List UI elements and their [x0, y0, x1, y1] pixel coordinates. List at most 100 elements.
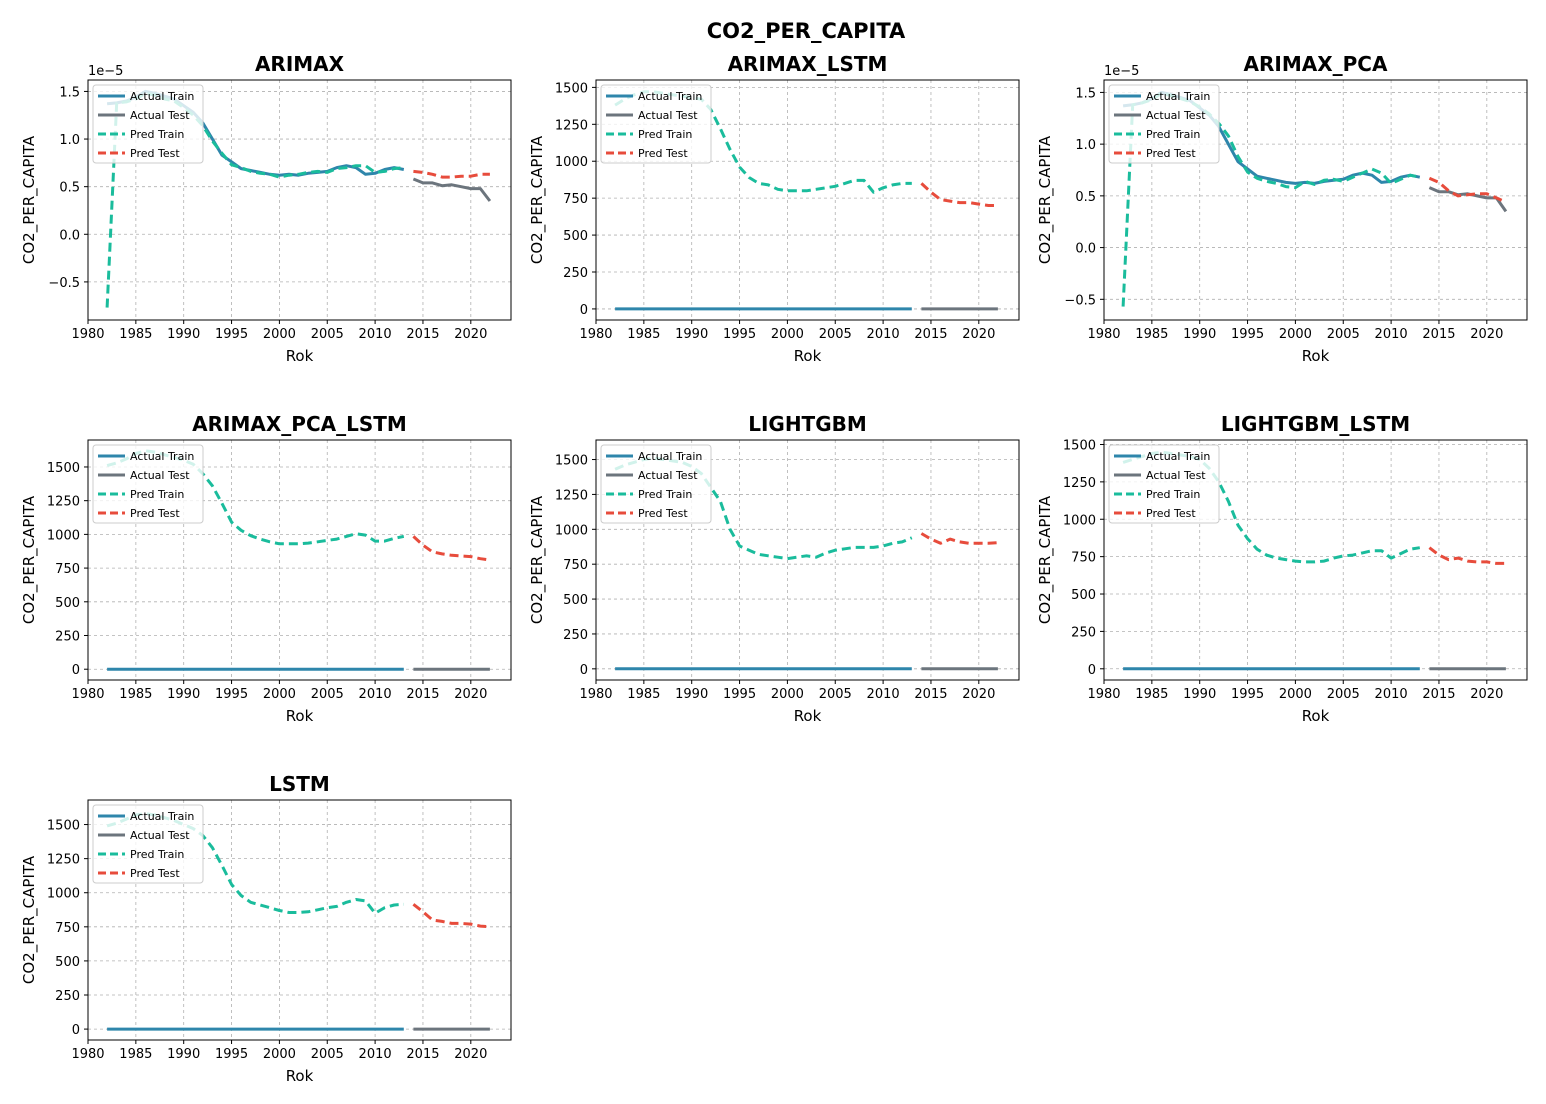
y-tick-label: 0.5: [59, 181, 80, 196]
y-tick-label: 1000: [47, 528, 80, 543]
legend-label: Pred Test: [130, 507, 180, 520]
y-axis-label: CO2_PER_CAPITA: [20, 495, 39, 624]
x-tick-label: 1980: [579, 327, 612, 342]
y-tick-label: −0.5: [1064, 293, 1096, 308]
legend-label: Actual Test: [130, 469, 190, 482]
x-tick-label: 1995: [1231, 687, 1264, 702]
y-tick-label: 0: [1088, 663, 1096, 678]
series-pred-train: [614, 90, 912, 194]
x-tick-label: 1980: [71, 327, 104, 342]
x-tick-label: 2015: [1422, 327, 1455, 342]
subplot-title: ARIMAX_LSTM: [728, 52, 888, 76]
x-tick-label: 2000: [263, 1047, 296, 1062]
series-actual-test: [412, 177, 492, 202]
series-pred-train: [1122, 450, 1421, 564]
x-tick-label: 1990: [675, 327, 708, 342]
x-tick-label: 1990: [167, 687, 200, 702]
y-tick-label: 1250: [1063, 476, 1096, 491]
y-tick-label: 1500: [47, 819, 80, 834]
x-tick-label: 1980: [71, 687, 104, 702]
legend: Actual Train Actual Test Pred Train Pred Te…: [92, 84, 204, 164]
y-offset-label: 1e−5: [1104, 64, 1139, 79]
x-tick-label: 2015: [914, 687, 947, 702]
series-pred-train: [105, 91, 404, 308]
y-tick-label: 250: [563, 266, 588, 281]
y-axis-label: CO2_PER_CAPITA: [1036, 495, 1055, 624]
x-tick-label: 1985: [1135, 327, 1168, 342]
y-tick-label: 500: [55, 955, 80, 970]
subplot-title: ARIMAX: [255, 52, 345, 76]
y-tick-label: 250: [1071, 625, 1096, 640]
x-tick-label: 1985: [119, 327, 152, 342]
y-tick-label: 1250: [555, 488, 588, 503]
subplot-title: ARIMAX_PCA: [1244, 52, 1388, 76]
subplot-lightgbm: 1980 1985 1990 1995 2000 2005 2010 2015 2020 0 250…: [528, 412, 1020, 725]
plot-frame: [87, 79, 512, 321]
x-tick-label: 2020: [1470, 687, 1503, 702]
legend-box: [92, 84, 204, 164]
x-tick-label: 1985: [627, 687, 660, 702]
x-tick-label: 2000: [771, 687, 804, 702]
legend-box: [92, 804, 204, 884]
x-tick-label: 2000: [1279, 687, 1312, 702]
x-tick-label: 2005: [1327, 687, 1360, 702]
y-tick-label: 500: [55, 596, 80, 611]
series-pred-train: [106, 449, 405, 546]
legend-label: Actual Test: [130, 109, 190, 122]
subplot-title: LIGHTGBM: [748, 412, 867, 436]
y-tick-label: −0.5: [48, 276, 80, 291]
legend-label: Pred Test: [130, 147, 180, 160]
legend-label: Actual Train: [130, 90, 194, 103]
legend-label: Actual Train: [1146, 450, 1210, 463]
y-tick-label: 0.0: [1075, 242, 1096, 257]
y-tick-label: 250: [55, 989, 80, 1004]
y-tick-label: 1.0: [1075, 138, 1096, 153]
legend-label: Pred Test: [638, 147, 688, 160]
legend-label: Actual Test: [1146, 469, 1206, 482]
y-tick-label: 1.5: [59, 85, 80, 100]
legend-label: Actual Train: [1146, 90, 1210, 103]
y-tick-label: 1500: [1063, 438, 1096, 453]
y-axis-label: CO2_PER_CAPITA: [20, 855, 39, 984]
x-tick-label: 2020: [454, 687, 487, 702]
x-tick-label: 2010: [359, 687, 392, 702]
y-tick-label: 500: [563, 229, 588, 244]
y-axis-label: CO2_PER_CAPITA: [1036, 135, 1055, 264]
y-tick-label: 1.0: [59, 133, 80, 148]
legend-label: Pred Train: [1146, 128, 1200, 141]
y-tick-label: 1250: [47, 853, 80, 868]
x-tick-label: 2020: [962, 687, 995, 702]
x-tick-label: 2010: [867, 687, 900, 702]
x-tick-label: 2005: [819, 687, 852, 702]
x-tick-label: 2015: [406, 1047, 439, 1062]
x-tick-label: 2000: [263, 687, 296, 702]
x-axis-label: Rok: [1302, 707, 1330, 725]
x-tick-label: 1985: [1135, 687, 1168, 702]
x-tick-label: 2015: [406, 327, 439, 342]
x-tick-label: 2015: [1422, 687, 1455, 702]
subplot-arimax: 1980 1985 1990 1995 2000 2005 2010 2015 2020 −0.5…: [20, 52, 512, 365]
y-tick-label: 1500: [555, 81, 588, 96]
series-pred-test: [1428, 546, 1506, 565]
y-axis-label: CO2_PER_CAPITA: [528, 135, 547, 264]
x-tick-label: 1980: [1087, 687, 1120, 702]
legend-label: Pred Train: [638, 488, 692, 501]
subplot-title: LSTM: [269, 772, 330, 796]
x-tick-label: 2020: [962, 327, 995, 342]
subplot-arimax-lstm: 1980 1985 1990 1995 2000 2005 2010 2015 2020 0 250…: [528, 52, 1020, 365]
series-pred-test: [1428, 176, 1507, 204]
plot-frame: [1103, 439, 1528, 681]
legend-label: Pred Test: [1146, 147, 1196, 160]
y-tick-label: 750: [1071, 551, 1096, 566]
y-tick-label: 1500: [555, 454, 588, 469]
y-tick-label: 750: [563, 192, 588, 207]
series-pred-test: [412, 535, 491, 562]
x-tick-label: 1980: [1087, 327, 1120, 342]
x-tick-label: 2020: [1470, 327, 1503, 342]
y-tick-label: 750: [55, 562, 80, 577]
y-axis-label: CO2_PER_CAPITA: [528, 495, 547, 624]
y-tick-label: 1000: [555, 155, 588, 170]
x-axis-label: Rok: [286, 347, 314, 365]
x-tick-label: 1980: [71, 1047, 104, 1062]
